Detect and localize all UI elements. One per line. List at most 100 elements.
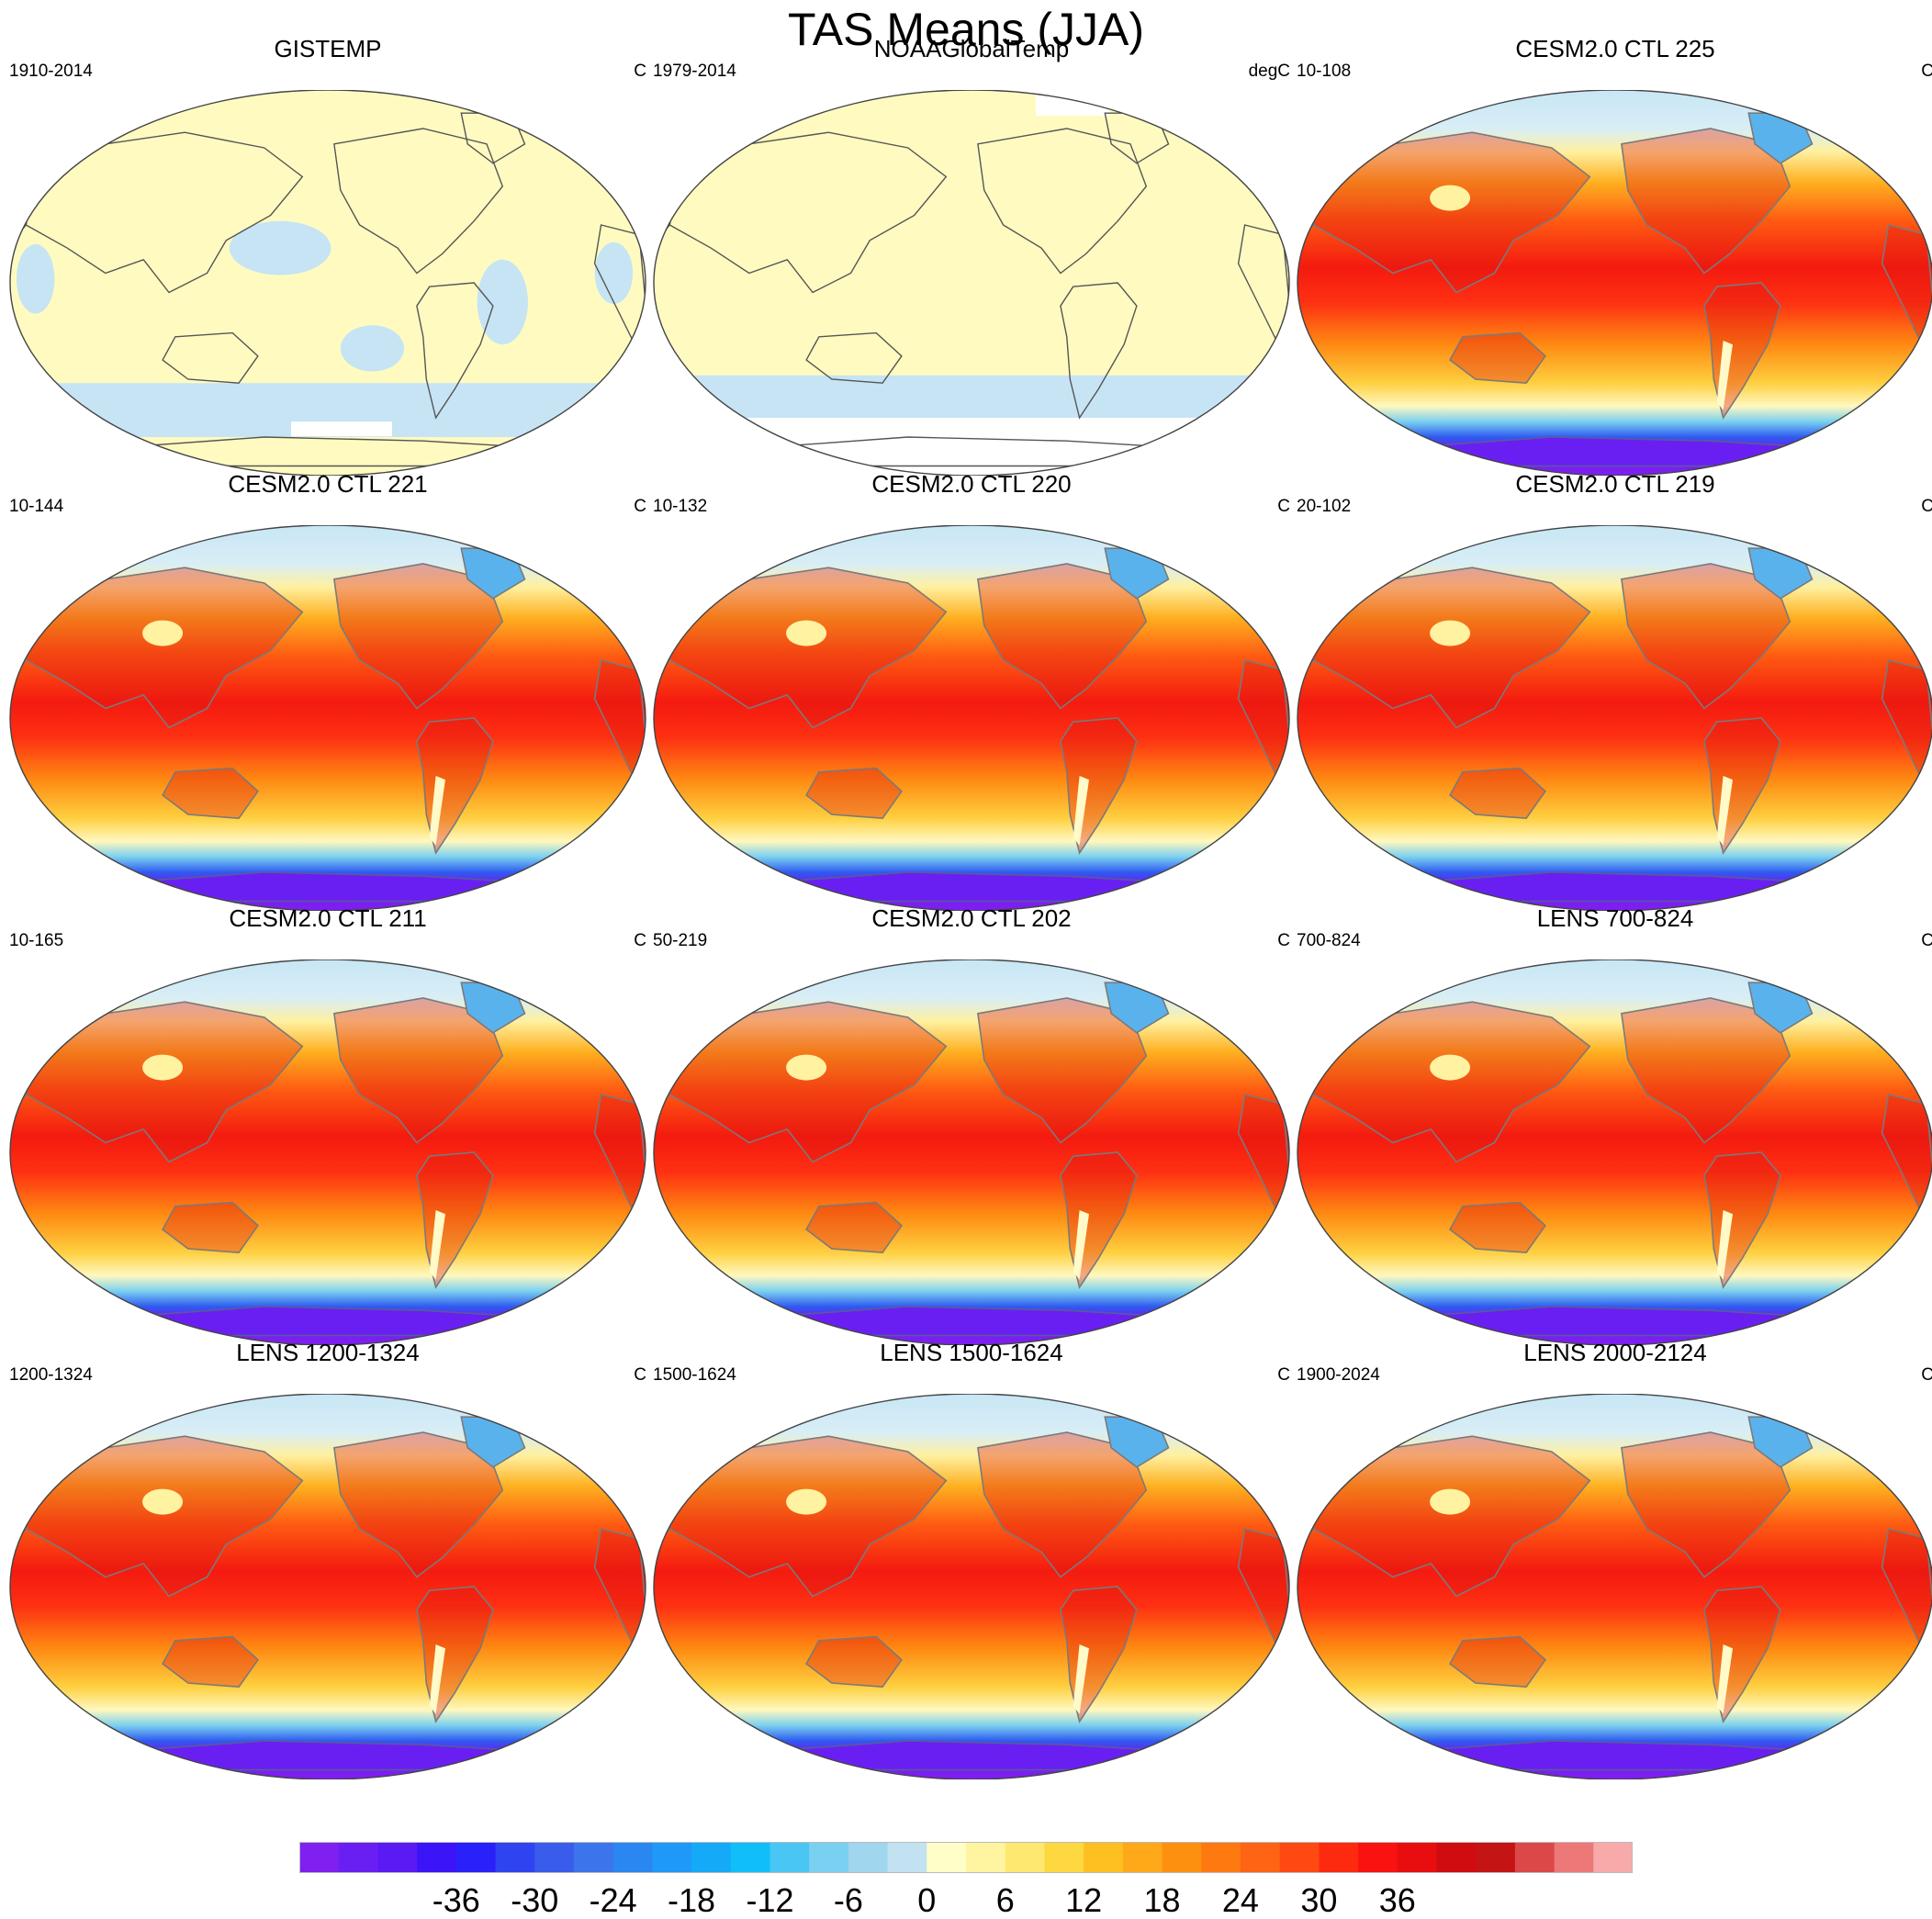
tibet-cold-spot (786, 1054, 827, 1081)
andes-cold-strip (429, 1210, 445, 1280)
continent-asia (668, 1435, 948, 1598)
colorbar-swatch (848, 1842, 889, 1873)
tibet-cold-spot (1430, 185, 1471, 211)
robinson-map (653, 525, 1290, 911)
map-outline (9, 1394, 646, 1779)
panel-units: C (634, 1365, 646, 1385)
panel-period: 700-824 (1297, 931, 1361, 950)
continent-australia (805, 1201, 903, 1254)
colorbar-swatch (299, 1842, 340, 1873)
panel-units: C (1921, 497, 1932, 516)
map-panel: LENS 1500-1624 1500-1624 C (653, 1339, 1290, 1779)
continent-asia (668, 567, 948, 729)
panel-units: degC (1248, 62, 1290, 81)
robinson-map (9, 525, 646, 911)
colorbar-tick-label: 36 (1378, 1881, 1416, 1919)
panel-title: CESM2.0 CTL 219 (1515, 470, 1715, 498)
colorbar-swatch (455, 1842, 497, 1873)
colorbar-tick-label: -24 (589, 1881, 637, 1919)
panel-title: LENS 1200-1324 (236, 1339, 420, 1366)
map-outline (1297, 960, 1932, 1345)
map-panel: CESM2.0 CTL 221 10-144 C (9, 470, 646, 911)
colorbar-tick-label: -12 (746, 1881, 794, 1919)
robinson-map (9, 960, 646, 1345)
tibet-cold-spot (1430, 1488, 1471, 1515)
colorbar-swatch (887, 1842, 927, 1873)
panel-title: CESM2.0 CTL 220 (871, 470, 1072, 498)
continent-australia (805, 331, 903, 384)
colorbar-swatch (573, 1842, 614, 1873)
cool-anomaly-region (477, 259, 528, 345)
andes-cold-strip (1716, 776, 1733, 846)
robinson-map (653, 1394, 1290, 1779)
continent-namerica (1621, 1431, 1792, 1578)
map-outline (9, 90, 646, 476)
colorbar-swatch (1122, 1842, 1163, 1873)
colorbar-tick-label: 30 (1300, 1881, 1338, 1919)
colorbar-tick-label: -18 (668, 1881, 716, 1919)
map-outline (653, 90, 1290, 476)
continent-asia (668, 131, 948, 294)
map-outline (9, 525, 646, 911)
colorbar-swatch (1005, 1842, 1045, 1873)
tibet-cold-spot (142, 1054, 184, 1081)
colorbar-swatch (691, 1842, 732, 1873)
colorbar-tick-label: -6 (833, 1881, 863, 1919)
colorbar-tick-label: 6 (995, 1881, 1015, 1919)
continent-namerica (333, 563, 504, 710)
colorbar-tick-label: -36 (432, 1881, 480, 1919)
tibet-cold-spot (1430, 620, 1471, 646)
panel-units: C (1921, 1365, 1932, 1385)
page-title: TAS Means (JJA) (787, 4, 1145, 55)
map-panel: GISTEMP 1910-2014 C (9, 35, 646, 476)
panel-title: NOAAGlobalTemp (873, 35, 1070, 62)
continent-namerica (1621, 997, 1792, 1144)
panel-title: LENS 2000-2124 (1523, 1339, 1707, 1366)
andes-cold-strip (1073, 1210, 1089, 1280)
colorbar-swatch (534, 1842, 575, 1873)
colorbar-swatch (377, 1842, 418, 1873)
tibet-cold-spot (786, 620, 827, 646)
tibet-cold-spot (1430, 1054, 1471, 1081)
colorbar-swatch (769, 1842, 810, 1873)
colorbar-swatch (927, 1842, 967, 1873)
colorbar-swatch (417, 1842, 457, 1873)
map-panel: CESM2.0 CTL 211 10-165 C (9, 904, 646, 1345)
continent-australia (1449, 767, 1546, 820)
cool-anomaly-region (229, 220, 331, 275)
colorbar-swatch (809, 1842, 849, 1873)
panel-title: CESM2.0 CTL 221 (228, 470, 428, 498)
continent-asia (1312, 567, 1591, 729)
map-panel: LENS 700-824 700-824 C (1297, 904, 1932, 1345)
andes-cold-strip (1716, 341, 1733, 410)
continent-asia (1312, 131, 1591, 294)
colorbar-swatch (730, 1842, 770, 1873)
robinson-map (1297, 90, 1932, 476)
continent-namerica (977, 1431, 1148, 1578)
continent-namerica (977, 997, 1148, 1144)
colorbar-tick-label: 24 (1221, 1881, 1259, 1919)
colorbar-swatch (1397, 1842, 1437, 1873)
panel-units: C (634, 497, 646, 516)
continent-australia (162, 1635, 259, 1689)
continent-asia (25, 1435, 304, 1598)
colorbar-swatch (1476, 1842, 1516, 1873)
panel-title: CESM2.0 CTL 225 (1515, 35, 1715, 62)
map-outline (653, 960, 1290, 1345)
colorbar-swatch (1240, 1842, 1281, 1873)
panel-title: LENS 1500-1624 (880, 1339, 1063, 1366)
continent-australia (1449, 1201, 1546, 1254)
colorbar-swatch (966, 1842, 1006, 1873)
map-panel: LENS 2000-2124 1900-2024 C (1297, 1339, 1932, 1779)
panel-period: 1500-1624 (653, 1365, 736, 1385)
map-panel: CESM2.0 CTL 219 20-102 C (1297, 470, 1932, 911)
panel-period: 10-132 (653, 497, 708, 516)
panel-units: C (634, 62, 646, 81)
continent-australia (805, 1635, 903, 1689)
panel-period: 20-102 (1297, 497, 1352, 516)
map-outline (1297, 90, 1932, 476)
panel-title: CESM2.0 CTL 211 (229, 904, 427, 932)
colorbar-tick-label: 0 (917, 1881, 937, 1919)
colorbar-swatch (652, 1842, 692, 1873)
robinson-map (1297, 960, 1932, 1345)
